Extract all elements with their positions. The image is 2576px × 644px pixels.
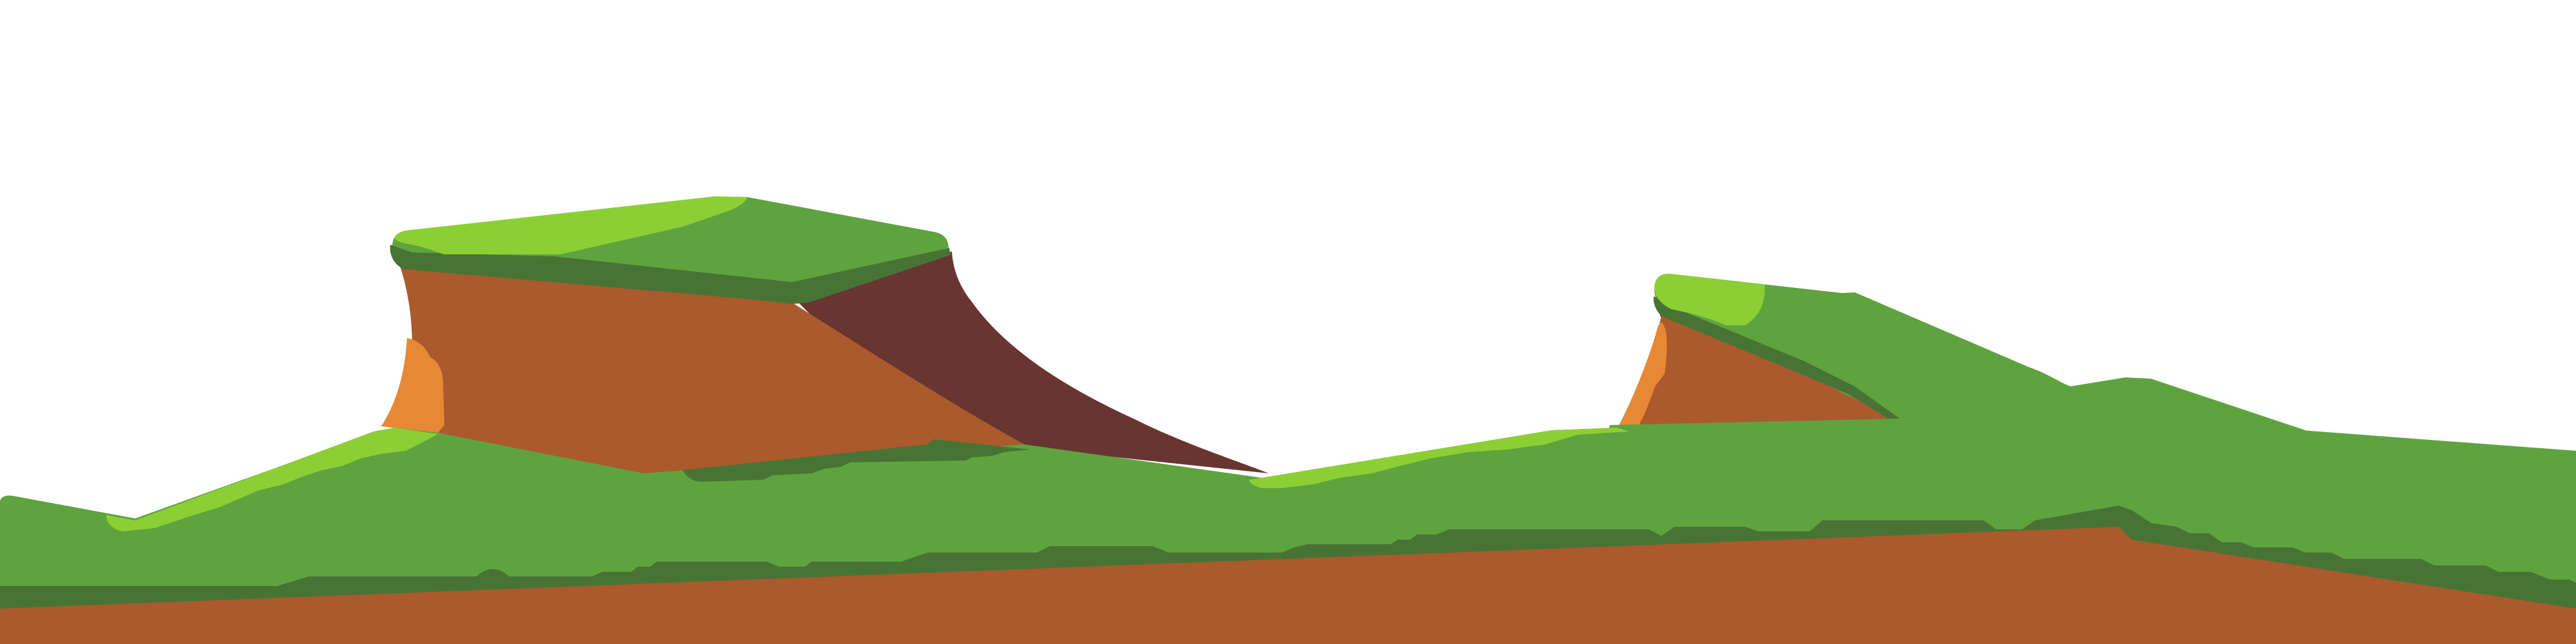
left-mesa-dirt-highlight (381, 338, 444, 433)
right-mesa-dirt-highlight (1616, 322, 1667, 431)
right-mesa-dirt-face (1616, 316, 1897, 438)
left-mesa-dirt-face (386, 264, 1030, 477)
ground-grass-highlight-middle (1249, 428, 1629, 488)
left-mesa-grass-edge (390, 245, 951, 304)
right-mesa-grass-edge (1653, 296, 1900, 422)
left-mesa-grass-highlight (394, 196, 747, 254)
ground-grass-highlight-left (106, 428, 438, 531)
ground-grass-dark-patch (683, 439, 1030, 482)
ground-dirt (0, 527, 2576, 644)
right-mesa-grass-highlight (1654, 274, 1765, 325)
left-mesa-shadow-slope (792, 251, 1269, 473)
